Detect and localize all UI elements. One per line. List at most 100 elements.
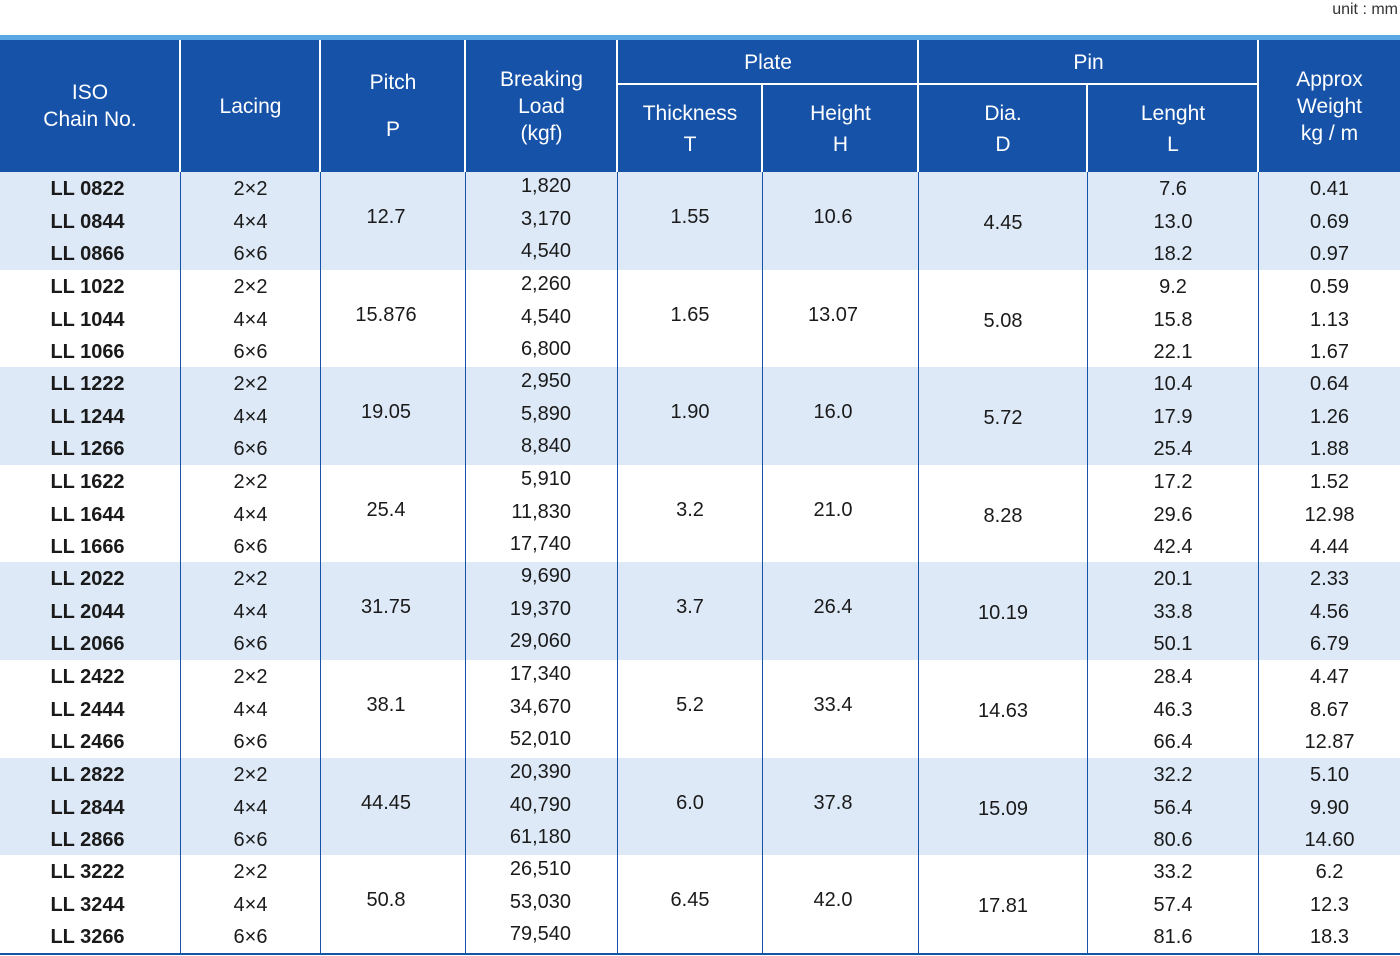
header-breaking-line2: Load (518, 95, 565, 118)
weight-cell: 2.33 (1310, 568, 1349, 591)
weight-cell: 0.64 (1310, 373, 1349, 396)
table-band: 19.05 1.90 16.0 5.72 LL 1222 2×2 2,950 10.4 0.64… (0, 367, 1400, 465)
pin-length-cell: 15.8 (1153, 308, 1193, 331)
chain-no-cell: LL 2022 (50, 568, 125, 591)
pin-length-cell: 57.4 (1153, 894, 1193, 917)
thickness-cell: 3.7 (676, 596, 704, 619)
chain-no-cell: LL 2866 (50, 828, 125, 851)
breaking-load-cell: 52,010 (509, 728, 571, 750)
lacing-cell: 6×6 (233, 731, 268, 753)
height-cell: 26.4 (813, 596, 853, 619)
breaking-load-cell: 34,670 (509, 696, 571, 718)
header-thickness-line2: T (683, 133, 697, 156)
header-pin: Pin (919, 40, 1258, 84)
thickness-cell: 5.2 (676, 694, 704, 716)
chain-no-cell: LL 1066 (50, 340, 125, 363)
pin-length-cell: 56.4 (1153, 796, 1193, 819)
header-plate: Plate (618, 40, 918, 84)
dia-cell: 10.19 (977, 602, 1029, 625)
bottom-rule (0, 953, 1400, 955)
chain-no-cell: LL 2466 (50, 731, 125, 753)
chain-no-cell: LL 1644 (50, 503, 125, 526)
chain-no-cell: LL 2044 (50, 601, 125, 624)
breaking-load-cell: 3,170 (520, 208, 571, 230)
thickness-cell: 1.65 (670, 303, 710, 326)
lacing-cell: 6×6 (233, 243, 268, 265)
weight-cell: 6.79 (1310, 633, 1349, 656)
height-cell: 21.0 (813, 498, 853, 521)
weight-cell: 0.41 (1310, 178, 1349, 200)
pin-length-cell: 17.9 (1153, 406, 1193, 429)
table-band: 38.1 5.2 33.4 14.63 LL 2422 2×2 17,340 28.4 4.47… (0, 660, 1400, 758)
chain-no-cell: LL 0822 (50, 178, 125, 200)
thickness-cell: 6.0 (676, 791, 704, 814)
table-band: 15.876 1.65 13.07 5.08 LL 1022 2×2 2,260 9.2 0.5… (0, 269, 1400, 368)
height-cell: 16.0 (813, 401, 853, 424)
lacing-cell: 2×2 (233, 763, 268, 786)
lacing-cell: 4×4 (233, 211, 268, 233)
breaking-load-cell: 79,540 (509, 923, 571, 946)
header-length: Lenght L (1088, 86, 1258, 172)
weight-cell: 1.52 (1310, 470, 1349, 493)
table-band: 50.8 6.45 42.0 17.81 LL 3222 2×2 26,510 33.2 6.2… (0, 855, 1400, 953)
table-band: 31.75 3.7 26.4 10.19 LL 2022 2×2 9,690 20.1 2.33… (0, 562, 1400, 660)
dia-cell: 5.72 (983, 407, 1023, 430)
pitch-cell: 19.05 (360, 401, 412, 424)
unit-label: unit : mm (1332, 1, 1398, 18)
breaking-load-cell: 9,690 (520, 565, 571, 588)
weight-cell: 0.59 (1310, 275, 1349, 298)
lacing-cell: 4×4 (233, 699, 268, 721)
pin-length-cell: 20.1 (1153, 568, 1193, 591)
pin-length-cell: 46.3 (1153, 699, 1193, 721)
weight-cell: 18.3 (1310, 926, 1349, 949)
weight-cell: 4.56 (1310, 601, 1349, 624)
lacing-cell: 6×6 (233, 633, 268, 656)
weight-cell: 1.67 (1310, 340, 1349, 363)
table-band: 25.4 3.2 21.0 8.28 LL 1622 2×2 5,910 17.2 1.52 LL… (0, 464, 1400, 563)
weight-cell: 8.67 (1310, 699, 1349, 721)
table-band: 44.45 6.0 37.8 15.09 LL 2822 2×2 20,390 32.2 5.1… (0, 757, 1400, 856)
chain-no-cell: LL 1044 (50, 308, 125, 331)
header-iso-line2: Chain No. (43, 108, 137, 131)
header-dia-line1: Dia. (984, 102, 1022, 125)
weight-cell: 12.87 (1304, 731, 1355, 753)
lacing-cell: 4×4 (233, 406, 268, 429)
pin-length-cell: 17.2 (1153, 470, 1193, 493)
weight-cell: 14.60 (1304, 828, 1355, 851)
header-iso-line1: ISO (71, 81, 109, 104)
table-band: 12.7 1.55 10.6 4.45 LL 0822 2×2 1,820 7.6 0.41 LL… (0, 172, 1400, 270)
dia-cell: 4.45 (983, 212, 1023, 234)
thickness-cell: 1.90 (670, 401, 710, 424)
weight-cell: 1.26 (1310, 406, 1349, 429)
header-breaking-line3: (kgf) (520, 122, 563, 145)
pitch-cell: 12.7 (366, 206, 406, 228)
pin-length-cell: 33.8 (1153, 601, 1193, 624)
pin-length-cell: 13.0 (1153, 211, 1193, 233)
chain-no-cell: LL 1266 (50, 438, 125, 461)
breaking-load-cell: 40,790 (509, 793, 571, 816)
breaking-load-cell: 11,830 (511, 500, 571, 523)
chain-no-cell: LL 1022 (50, 275, 125, 298)
weight-cell: 12.3 (1310, 894, 1349, 917)
thickness-cell: 3.2 (676, 498, 704, 521)
breaking-load-cell: 4,540 (520, 305, 571, 328)
breaking-load-cell: 2,950 (520, 370, 571, 393)
header-pitch: Pitch P (321, 40, 465, 172)
weight-cell: 6.2 (1315, 861, 1344, 884)
pin-length-cell: 66.4 (1153, 731, 1193, 753)
weight-cell: 5.10 (1310, 763, 1349, 786)
chain-no-cell: LL 3266 (50, 926, 125, 949)
pin-length-cell: 10.4 (1153, 373, 1193, 396)
pin-length-cell: 81.6 (1153, 926, 1193, 949)
header-iso-chain-no: ISO Chain No. (0, 40, 180, 172)
header-thickness: Thickness T (618, 86, 762, 172)
pin-length-cell: 9.2 (1159, 275, 1187, 298)
chain-no-cell: LL 3244 (50, 894, 125, 917)
lacing-cell: 2×2 (233, 178, 268, 200)
header-dia: Dia. D (919, 86, 1087, 172)
pitch-cell: 25.4 (366, 498, 406, 521)
height-cell: 13.07 (807, 303, 859, 326)
pin-length-cell: 32.2 (1153, 763, 1193, 786)
header-weight-line2: Weight (1297, 95, 1362, 118)
header-breaking-load: Breaking Load (kgf) (466, 40, 617, 172)
